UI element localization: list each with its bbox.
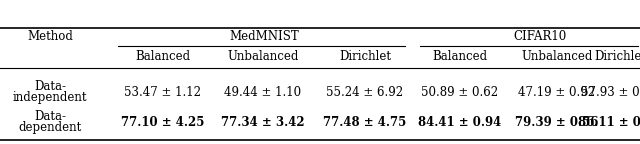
Text: 77.10 ± 4.25: 77.10 ± 4.25 (122, 115, 205, 128)
Text: Balanced: Balanced (433, 51, 488, 64)
Text: 57.93 ± 0.55: 57.93 ± 0.55 (581, 86, 640, 98)
Text: 77.48 ± 4.75: 77.48 ± 4.75 (323, 115, 406, 128)
Text: 84.41 ± 0.94: 84.41 ± 0.94 (419, 115, 502, 128)
Text: Unbalanced: Unbalanced (227, 51, 299, 64)
Text: 79.39 ± 0.56: 79.39 ± 0.56 (515, 115, 598, 128)
Text: Data-: Data- (34, 79, 66, 92)
Text: 47.19 ± 0.92: 47.19 ± 0.92 (518, 86, 596, 98)
Text: Dirichlet: Dirichlet (594, 51, 640, 64)
Text: dependent: dependent (19, 122, 82, 134)
Text: MedMNIST: MedMNIST (229, 30, 299, 42)
Text: 50.89 ± 0.62: 50.89 ± 0.62 (421, 86, 499, 98)
Text: Balanced: Balanced (136, 51, 191, 64)
Text: Method: Method (27, 30, 73, 42)
Text: 49.44 ± 1.10: 49.44 ± 1.10 (225, 86, 301, 98)
Text: 55.24 ± 6.92: 55.24 ± 6.92 (326, 86, 404, 98)
Text: 53.47 ± 1.12: 53.47 ± 1.12 (125, 86, 202, 98)
Text: independent: independent (13, 91, 87, 105)
Text: Unbalanced: Unbalanced (522, 51, 593, 64)
Text: CIFAR10: CIFAR10 (513, 30, 566, 42)
Text: Data-: Data- (34, 109, 66, 123)
Text: Dirichlet: Dirichlet (339, 51, 391, 64)
Text: 77.34 ± 3.42: 77.34 ± 3.42 (221, 115, 305, 128)
Text: 86.11 ± 0.53: 86.11 ± 0.53 (579, 115, 640, 128)
